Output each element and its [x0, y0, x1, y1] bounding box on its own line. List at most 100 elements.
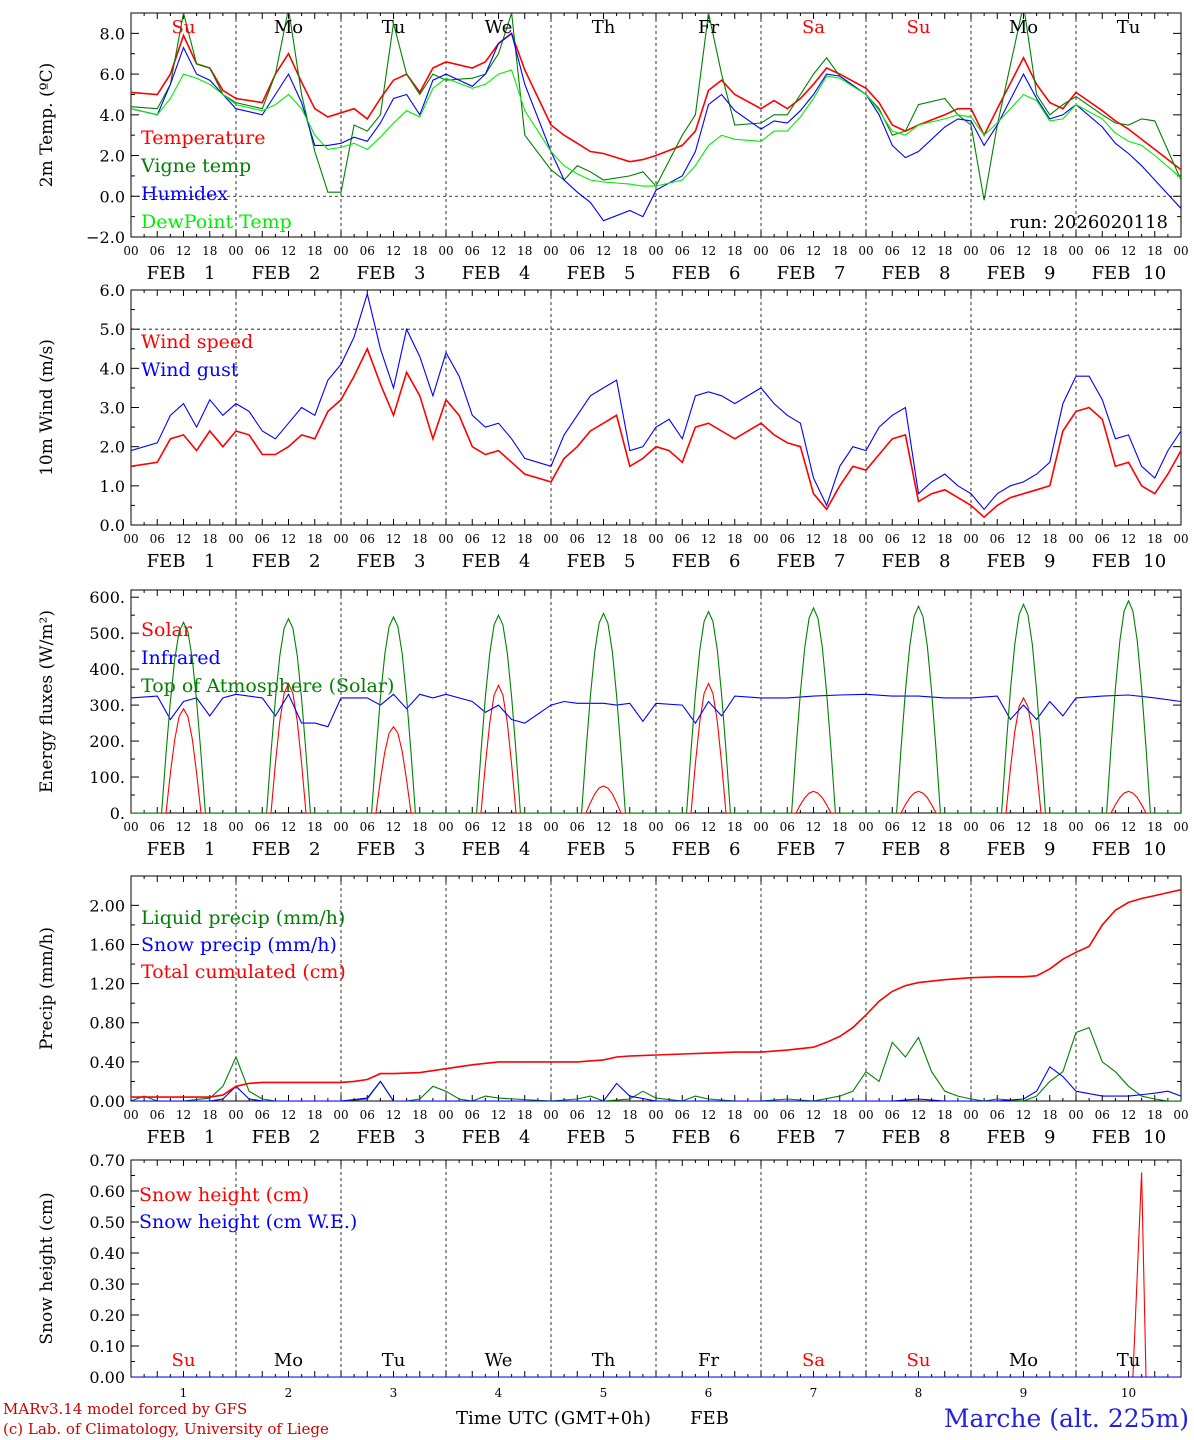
hour-tick-label: 12	[911, 1108, 926, 1122]
y-tick-label: 0.00	[89, 1092, 125, 1111]
hour-tick-label: 18	[1147, 820, 1162, 834]
date-label: 7	[834, 839, 845, 860]
month-label: FEB	[987, 263, 1026, 284]
hour-tick-label: 06	[1095, 244, 1110, 258]
hour-tick-label: 18	[727, 532, 742, 546]
hour-tick-label: 06	[570, 1108, 585, 1122]
date-label: 1	[204, 1127, 215, 1148]
hour-tick-label: 12	[386, 1108, 401, 1122]
date-label: 9	[1044, 551, 1055, 572]
y-tick-label: 0.30	[89, 1275, 125, 1294]
month-label: FEB	[777, 263, 816, 284]
month-label: FEB	[672, 839, 711, 860]
y-tick-label: 5.0	[100, 320, 125, 339]
date-label: 8	[939, 551, 950, 572]
month-label: FEB	[1092, 1127, 1131, 1148]
series-line-liquid-precip-mm-h-	[131, 1026, 1181, 1101]
hour-tick-label: 00	[438, 532, 453, 546]
hour-tick-label: 00	[858, 244, 873, 258]
hour-tick-label: 06	[150, 244, 165, 258]
hour-tick-label: 06	[675, 532, 690, 546]
hour-tick-label: 06	[675, 1108, 690, 1122]
y-tick-label: 600.	[89, 588, 125, 607]
hour-tick-label: 06	[360, 532, 375, 546]
hour-tick-label: 12	[1016, 532, 1031, 546]
hour-tick-label: 00	[1068, 244, 1083, 258]
hour-tick-label: 00	[963, 532, 978, 546]
y-tick-label: 0.80	[89, 1014, 125, 1033]
hour-tick-label: 06	[150, 532, 165, 546]
y-tick-label: 0.0	[100, 187, 125, 206]
hour-tick-label: 12	[281, 244, 296, 258]
hour-tick-label: 06	[780, 244, 795, 258]
hour-tick-label: 06	[255, 532, 270, 546]
hour-tick-label: 12	[281, 1108, 296, 1122]
hour-tick-label: 00	[228, 244, 243, 258]
date-label: 9	[1044, 263, 1055, 284]
y-tick-label: 0.0	[100, 516, 125, 535]
hour-tick-label: 18	[937, 244, 952, 258]
hour-tick-label: 06	[780, 820, 795, 834]
legend-entry: Snow height (cm W.E.)	[139, 1211, 357, 1233]
station-name: Marche (alt. 225m)	[944, 1404, 1189, 1433]
month-label: FEB	[1092, 839, 1131, 860]
hour-tick-label: 18	[727, 244, 742, 258]
hour-tick-label: 00	[1068, 1108, 1083, 1122]
hour-tick-label: 18	[517, 532, 532, 546]
hour-tick-label: 18	[1042, 532, 1057, 546]
y-axis-label: Snow height (cm)	[37, 1192, 57, 1344]
day-number: 1	[180, 1386, 188, 1400]
month-label: FEB	[882, 263, 921, 284]
hour-tick-label: 12	[596, 820, 611, 834]
hour-tick-label: 06	[885, 820, 900, 834]
day-number: 9	[1020, 1386, 1028, 1400]
hour-tick-label: 00	[438, 820, 453, 834]
series-line-vigne-temp	[131, 13, 1181, 201]
hour-tick-label: 12	[701, 1108, 716, 1122]
hour-tick-label: 18	[307, 1108, 322, 1122]
hour-tick-label: 18	[307, 820, 322, 834]
month-label: FEB	[567, 839, 606, 860]
series-line-dewpoint-temp	[131, 69, 1181, 187]
hour-tick-label: 00	[543, 244, 558, 258]
y-tick-label: 1.60	[89, 935, 125, 954]
y-tick-label: 2.0	[100, 147, 125, 166]
hour-tick-label: 06	[1095, 532, 1110, 546]
hour-tick-label: 00	[858, 820, 873, 834]
hour-tick-label: 18	[1042, 820, 1057, 834]
date-label: 6	[729, 1127, 740, 1148]
day-number: 5	[600, 1386, 608, 1400]
hour-tick-label: 00	[858, 532, 873, 546]
legend-entry: Vigne temp	[140, 155, 251, 177]
y-tick-label: 0.70	[89, 1151, 125, 1170]
hour-tick-label: 06	[990, 244, 1005, 258]
month-label: FEB	[882, 551, 921, 572]
legend-entry: DewPoint Temp	[141, 211, 292, 233]
hour-tick-label: 00	[228, 820, 243, 834]
series-line-total-cumulated-cm-	[131, 888, 1181, 1098]
day-number: 2	[285, 1386, 293, 1400]
legend-entry: Liquid precip (mm/h)	[141, 907, 345, 929]
hour-tick-label: 18	[1147, 1108, 1162, 1122]
hour-tick-label: 06	[675, 244, 690, 258]
hour-tick-label: 12	[386, 244, 401, 258]
date-label: 1	[204, 263, 215, 284]
hour-tick-label: 00	[1173, 1108, 1188, 1122]
panel-precip: 0.00 0.40 0.80 1.20 1.60 2.00 Precip (mm/h) 00 0…	[37, 875, 1189, 1148]
date-label: 7	[834, 551, 845, 572]
hour-tick-label: 12	[176, 532, 191, 546]
hour-tick-label: 00	[123, 244, 138, 258]
hour-tick-label: 06	[1095, 820, 1110, 834]
hour-tick-label: 18	[622, 1108, 637, 1122]
hour-tick-label: 00	[648, 532, 663, 546]
hour-tick-label: 18	[1042, 1108, 1057, 1122]
hour-tick-label: 06	[360, 244, 375, 258]
hour-tick-label: 18	[832, 532, 847, 546]
date-label: 3	[414, 263, 425, 284]
hour-tick-label: 12	[911, 244, 926, 258]
hour-tick-label: 18	[727, 1108, 742, 1122]
day-name-bottom: Mo	[274, 1350, 303, 1371]
legend-entry: Solar	[141, 619, 193, 641]
day-name-bottom: Mo	[1009, 1350, 1038, 1371]
